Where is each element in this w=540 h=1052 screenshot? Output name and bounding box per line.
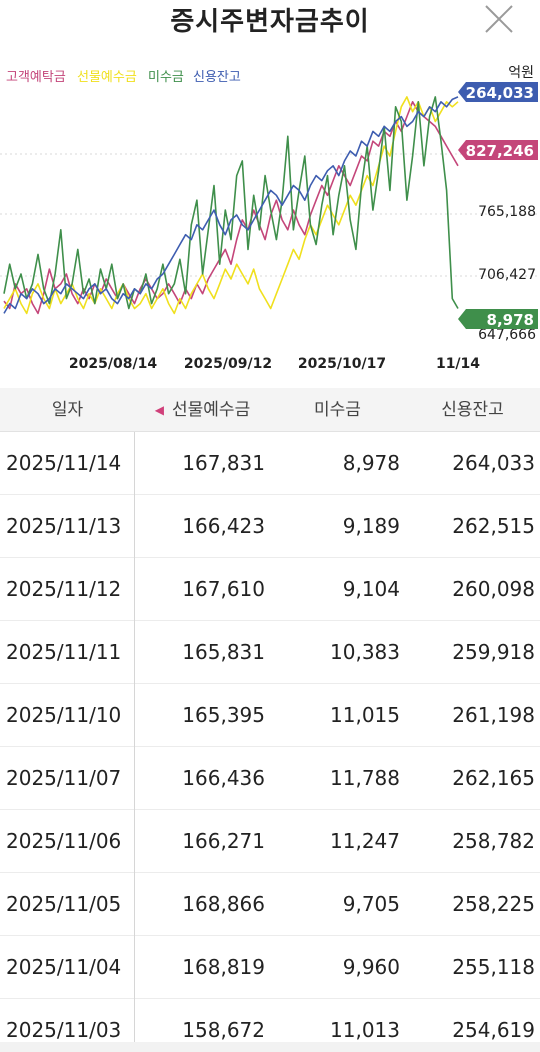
cell-credit: 262,515	[452, 514, 535, 538]
sort-arrow-icon: ◀	[154, 403, 165, 417]
cell-futures: 158,672	[182, 1018, 265, 1042]
cell-credit: 254,619	[452, 1018, 535, 1042]
cell-unpaid: 11,788	[330, 766, 400, 790]
cell-credit: 262,165	[452, 766, 535, 790]
cell-date: 2025/11/11	[6, 640, 122, 664]
table-header: 일자 ◀ 선물예수금 미수금 신용잔고	[0, 388, 540, 432]
y-tick-label: 706,427	[478, 267, 536, 283]
cell-credit: 258,225	[452, 892, 535, 916]
cell-futures: 167,610	[182, 577, 265, 601]
cell-credit: 260,098	[452, 577, 535, 601]
bottom-bar	[0, 1042, 540, 1052]
table-row[interactable]: 2025/11/11 165,831 10,383 259,918	[0, 621, 540, 684]
legend-item: 선물예수금	[77, 70, 137, 85]
table-row[interactable]: 2025/11/07 166,436 11,788 262,165	[0, 747, 540, 810]
line-chart: 고객예탁금 선물예수금 미수금 신용잔고 억원 765,188 706,427 647,666…	[0, 65, 540, 374]
cell-futures: 166,423	[182, 514, 265, 538]
cell-unpaid: 10,383	[330, 640, 400, 664]
close-icon[interactable]	[482, 2, 516, 36]
cell-date: 2025/11/12	[6, 577, 122, 601]
trend-chart: 고객예탁금 선물예수금 미수금 신용잔고 억원 765,188 706,427 647,666…	[0, 54, 540, 374]
table-row[interactable]: 2025/11/04 168,819 9,960 255,118	[0, 936, 540, 999]
cell-credit: 264,033	[452, 451, 535, 475]
table-body[interactable]: 2025/11/14 167,831 8,978 264,033 2025/11/13 1…	[0, 432, 540, 1042]
table-row[interactable]: 2025/11/06 166,271 11,247 258,782	[0, 810, 540, 873]
table-row[interactable]: 2025/11/05 168,866 9,705 258,225	[0, 873, 540, 936]
series-line	[3, 96, 459, 315]
legend-item: 미수금	[148, 70, 184, 85]
legend-item: 고객예탁금	[6, 70, 66, 85]
table-row[interactable]: 2025/11/12 167,610 9,104 260,098	[0, 558, 540, 621]
badge-credit-label: 264,033	[466, 84, 534, 102]
column-header-date[interactable]: 일자	[51, 400, 84, 420]
column-header-credit[interactable]: 신용잔고	[441, 400, 504, 420]
cell-date: 2025/11/14	[6, 451, 122, 475]
cell-date: 2025/11/06	[6, 829, 122, 853]
cell-futures: 166,436	[182, 766, 265, 790]
page-title: 증시주변자금추이	[170, 7, 370, 37]
cell-unpaid: 11,247	[330, 829, 400, 853]
table-row[interactable]: 2025/11/10 165,395 11,015 261,198	[0, 684, 540, 747]
table-row[interactable]: 2025/11/13 166,423 9,189 262,515	[0, 495, 540, 558]
column-header-unpaid[interactable]: 미수금	[314, 400, 361, 420]
badge-deposit-shape	[458, 140, 538, 160]
cell-futures: 166,271	[182, 829, 265, 853]
cell-date: 2025/11/04	[6, 955, 122, 979]
x-axis-band	[0, 344, 540, 374]
cell-unpaid: 9,189	[342, 514, 400, 538]
cell-unpaid: 11,015	[330, 703, 400, 727]
y-tick-label: 765,188	[478, 204, 536, 220]
cell-date: 2025/11/03	[6, 1018, 122, 1042]
y-tick-label: 647,666	[478, 327, 536, 343]
series-line	[3, 96, 459, 310]
cell-futures: 165,831	[182, 640, 265, 664]
header: 증시주변자금추이	[0, 0, 540, 40]
column-header-futures[interactable]: ◀ 선물예수금	[135, 388, 270, 432]
x-tick-label: 2025/10/17	[298, 356, 386, 372]
column-header-futures-label: 선물예수금	[172, 400, 251, 420]
series-line	[3, 96, 459, 314]
cell-unpaid: 9,705	[342, 892, 400, 916]
table-row[interactable]: 2025/11/14 167,831 8,978 264,033	[0, 432, 540, 495]
column-divider	[134, 432, 135, 1042]
cell-date: 2025/11/10	[6, 703, 122, 727]
cell-date: 2025/11/05	[6, 892, 122, 916]
x-tick-label: 2025/09/12	[184, 356, 272, 372]
cell-credit: 255,118	[452, 955, 535, 979]
badge-credit-shape	[458, 82, 538, 102]
cell-unpaid: 8,978	[342, 451, 400, 475]
cell-date: 2025/11/07	[6, 766, 122, 790]
cell-unpaid: 9,960	[342, 955, 400, 979]
x-tick-label: 2025/08/14	[69, 356, 157, 372]
table-row[interactable]: 2025/11/03 158,672 11,013 254,619	[0, 999, 540, 1042]
badge-deposit-label: 827,246	[466, 142, 534, 160]
cell-date: 2025/11/13	[6, 514, 122, 538]
cell-unpaid: 11,013	[330, 1018, 400, 1042]
legend-item: 신용잔고	[193, 70, 241, 85]
cell-futures: 168,819	[182, 955, 265, 979]
cell-unpaid: 9,104	[342, 577, 400, 601]
cell-futures: 165,395	[182, 703, 265, 727]
cell-credit: 258,782	[452, 829, 535, 853]
cell-credit: 259,918	[452, 640, 535, 664]
unit-label: 억원	[508, 65, 534, 81]
x-tick-label: 11/14	[436, 356, 480, 372]
cell-futures: 168,866	[182, 892, 265, 916]
cell-futures: 167,831	[182, 451, 265, 475]
cell-credit: 261,198	[452, 703, 535, 727]
badge-unpaid-label: 8,978	[487, 311, 534, 329]
badge-unpaid-shape	[458, 309, 538, 329]
